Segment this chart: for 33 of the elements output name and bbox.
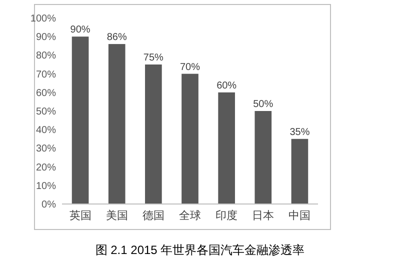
bar bbox=[145, 64, 162, 204]
x-tick-label: 印度 bbox=[216, 209, 238, 222]
data-label: 35% bbox=[290, 126, 310, 138]
bar bbox=[182, 74, 198, 204]
bar bbox=[72, 36, 89, 204]
y-tick-label: 30% bbox=[36, 144, 56, 155]
y-tick-label: 90% bbox=[36, 32, 56, 44]
data-label: 60% bbox=[216, 80, 237, 92]
y-tick-label: 100% bbox=[30, 14, 56, 24]
text: 图 2.1 2015 年世界各国汽车金融渗透率 bbox=[95, 243, 305, 257]
data-label: 75% bbox=[143, 52, 164, 64]
x-tick-label: 英国 bbox=[69, 209, 92, 222]
data-label: 70% bbox=[180, 62, 200, 73]
y-tick-label: 10% bbox=[36, 180, 56, 192]
data-label: 90% bbox=[70, 24, 90, 36]
y-tick-label: 70% bbox=[36, 69, 56, 80]
data-label: 86% bbox=[106, 32, 127, 44]
y-tick-label: 20% bbox=[36, 162, 56, 174]
data-label: 50% bbox=[253, 99, 274, 110]
y-tick-label: 0% bbox=[42, 200, 56, 210]
bar bbox=[291, 138, 308, 204]
x-tick-label: 全球 bbox=[179, 209, 201, 222]
x-tick-label: 美国 bbox=[106, 209, 128, 222]
x-tick-label: 日本 bbox=[252, 209, 274, 222]
bar bbox=[254, 111, 272, 204]
x-tick-label: 中国 bbox=[288, 209, 311, 222]
y-tick-label: 40% bbox=[36, 125, 56, 136]
bar bbox=[108, 44, 126, 204]
y-tick-label: 60% bbox=[36, 88, 56, 99]
x-tick-label: 德国 bbox=[142, 210, 164, 222]
y-tick-label: 80% bbox=[36, 50, 56, 62]
y-tick-label: 50% bbox=[36, 106, 56, 118]
bar bbox=[218, 92, 235, 204]
